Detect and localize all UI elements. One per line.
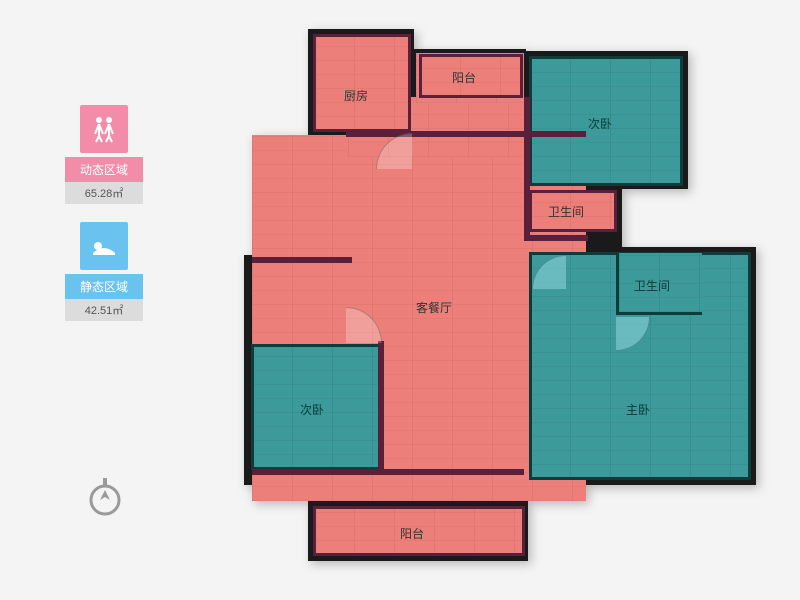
room-balcony-bottom [314,507,524,555]
room-bedroom-sw [252,345,380,469]
room-bath-master-overlay [616,253,702,315]
people-icon-svg [89,114,119,144]
legend-dynamic-value: 65.28㎡ [65,182,143,204]
wall-strip [524,235,588,241]
compass-icon [88,478,122,512]
wall-strip [378,341,384,471]
legend-dynamic-title: 动态区域 [65,157,143,182]
sleep-icon [80,222,128,270]
legend-dynamic: 动态区域 65.28㎡ [65,105,143,204]
wall-strip [252,257,352,263]
people-icon [80,105,128,153]
wall-strip [524,97,530,237]
wall-strip [252,469,524,475]
room-balcony-top [420,55,522,97]
wall-strip [346,131,586,137]
legend: 动态区域 65.28㎡ 静态区域 42.51㎡ [65,105,143,339]
legend-static: 静态区域 42.51㎡ [65,222,143,321]
room-kitchen [314,35,410,131]
room-bedroom-ne [530,57,682,185]
floor-plan: 厨房 阳台 次卧 卫生间 客餐厅 卫生间 次卧 主卧 阳台 [228,25,756,585]
legend-static-value: 42.51㎡ [65,299,143,321]
sleep-icon-svg [89,231,119,261]
legend-static-title: 静态区域 [65,274,143,299]
room-bath-small [530,191,616,231]
